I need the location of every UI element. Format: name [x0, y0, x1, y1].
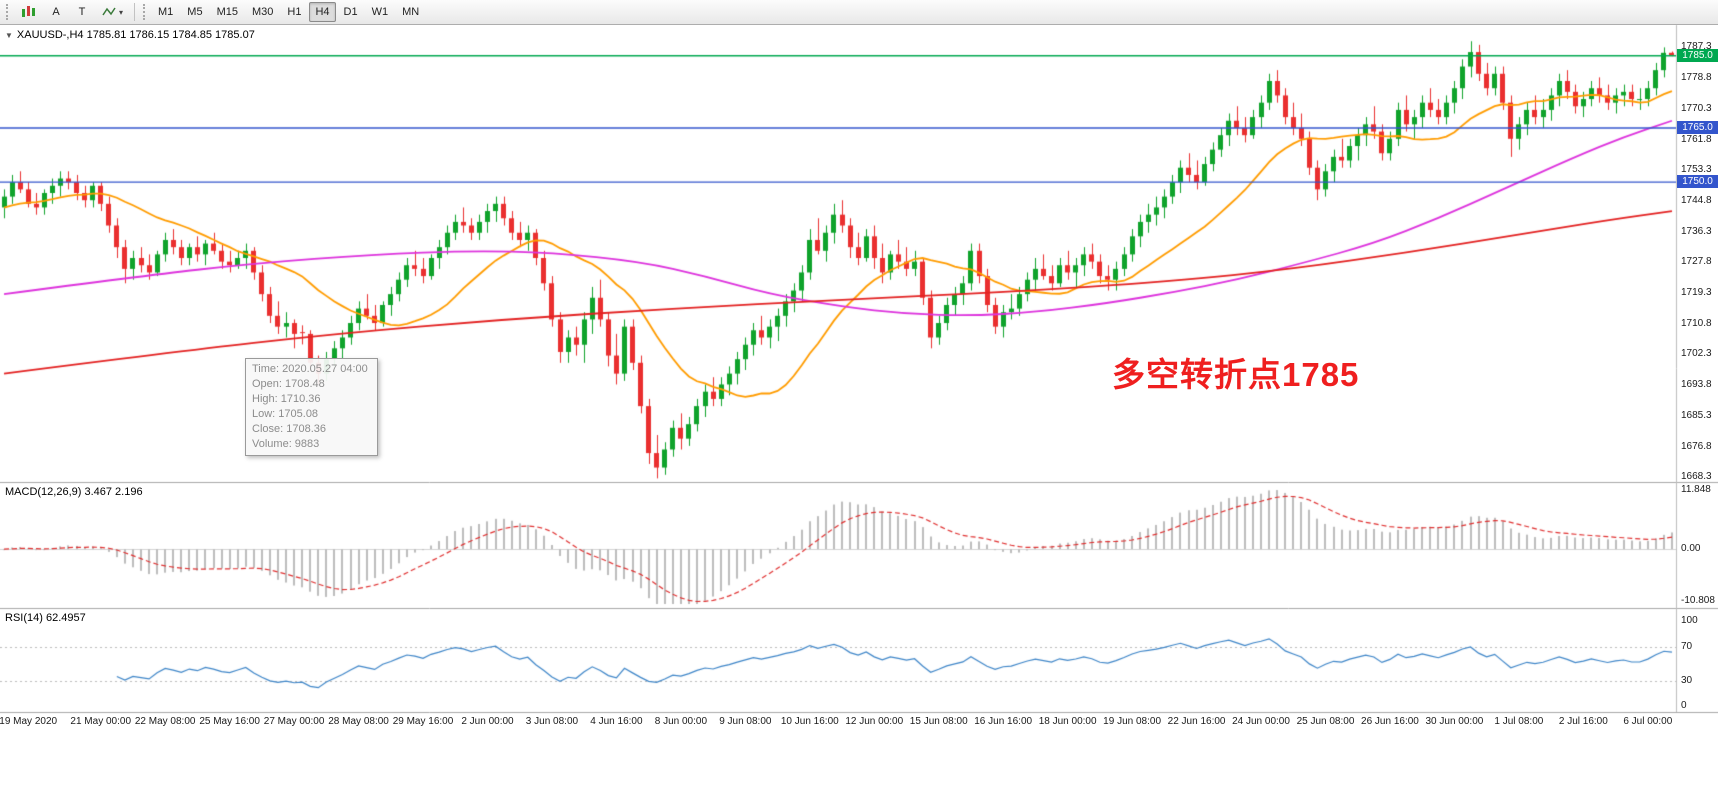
scale-tick-label: 1693.8	[1681, 379, 1712, 391]
timeframe-m5-button[interactable]: M5	[181, 2, 208, 22]
time-axis-label: 1 Jul 08:00	[1494, 716, 1544, 727]
scale-tick-label: 1787.3	[1681, 41, 1712, 53]
tooltip-time: Time: 2020.05.27 04:00	[252, 363, 368, 375]
time-axis-label: 26 Jun 16:00	[1361, 716, 1419, 727]
timeframe-m15-button[interactable]: M15	[211, 2, 244, 22]
time-axis-label: 30 Jun 00:00	[1425, 716, 1484, 727]
scale-tick-label: 1736.3	[1681, 225, 1712, 237]
timeframe-group: M1 M5 M15 M30 H1 H4 D1 W1 MN	[151, 2, 426, 22]
time-axis-label: 21 May 00:00	[70, 716, 132, 727]
time-axis-label: 29 May 16:00	[392, 716, 454, 727]
time-axis-label: 9 Jun 08:00	[719, 716, 772, 727]
price-level-badge: 1765.0	[1677, 120, 1718, 134]
time-axis-label: 19 May 2020	[0, 716, 58, 727]
timeframe-toolbar-grip[interactable]	[143, 4, 147, 20]
tooltip-close: Close: 1708.36	[252, 423, 326, 435]
time-axis-label: 12 Jun 00:00	[845, 716, 904, 727]
time-axis-label: 22 Jun 16:00	[1167, 716, 1226, 727]
time-axis-label: 19 Jun 08:00	[1103, 716, 1161, 727]
scale-tick-label: 1761.8	[1681, 133, 1712, 145]
scale-tick-label: 1744.8	[1681, 194, 1712, 206]
scale-tick-label: 1668.3	[1681, 471, 1712, 483]
scale-tick-label: 0.00	[1681, 543, 1701, 555]
time-axis-label: 16 Jun 16:00	[974, 716, 1033, 727]
scale-tick-label: 11.848	[1681, 484, 1711, 495]
chart-title: ▼ XAUUSD-,H4 1785.81 1786.15 1784.85 1785…	[5, 29, 255, 41]
timeframe-mn-button[interactable]: MN	[396, 2, 425, 22]
time-axis-label: 4 Jun 16:00	[590, 716, 643, 727]
scale-tick-label: 1753.3	[1681, 164, 1712, 176]
scale-tick-label: 1778.8	[1681, 72, 1712, 84]
time-axis-label: 28 May 08:00	[328, 716, 389, 727]
time-axis-label: 27 May 00:00	[263, 716, 325, 727]
macd-label: MACD(12,26,9) 3.467 2.196	[5, 486, 143, 498]
scale-tick-label: 1676.8	[1681, 440, 1712, 452]
toolbar-separator	[134, 3, 136, 21]
time-axis-label: 8 Jun 00:00	[654, 716, 707, 727]
candle-tooltip: Time: 2020.05.27 04:00 Open: 1708.48 Hig…	[245, 358, 378, 456]
timeframe-d1-button[interactable]: D1	[338, 2, 364, 22]
tooltip-volume: Volume: 9883	[252, 438, 320, 450]
timeframe-m1-button[interactable]: M1	[152, 2, 179, 22]
timeframe-h1-button[interactable]: H1	[281, 2, 307, 22]
scale-tick-label: 1727.8	[1681, 256, 1712, 268]
time-axis-label: 25 Jun 08:00	[1296, 716, 1355, 727]
chart-annotation: 多空转折点1785	[1112, 356, 1360, 393]
objects-dropdown-button[interactable]: ▾	[96, 2, 129, 22]
scale-tick-label: 1770.3	[1681, 102, 1712, 114]
chart-title-text: XAUUSD-,H4 1785.81 1786.15 1784.85 1785.…	[16, 29, 255, 41]
scale-tick-label: 30	[1681, 674, 1693, 686]
scale-tick-label: 1702.3	[1681, 348, 1712, 360]
time-axis-label: 25 May 16:00	[199, 716, 260, 727]
toolbar: A T ▾ M1 M5 M15 M30 H1 H4 D1 W1 MN	[0, 0, 1718, 25]
time-axis-label: 22 May 08:00	[134, 716, 196, 727]
time-axis-label: 2 Jun 00:00	[461, 716, 514, 727]
time-axis-label: 18 Jun 00:00	[1038, 716, 1097, 727]
scale-tick-label: -10.808	[1681, 595, 1715, 606]
tooltip-low: Low: 1705.08	[252, 408, 319, 420]
symbol-dropdown-icon[interactable]: ▼	[5, 31, 13, 40]
time-axis-label: 15 Jun 08:00	[909, 716, 968, 727]
price-level-badge: 1750.0	[1677, 175, 1718, 189]
scale-tick-label: 1710.8	[1681, 317, 1712, 329]
tooltip-high: High: 1710.36	[252, 393, 321, 405]
rsi-label: RSI(14) 62.4957	[5, 612, 86, 624]
time-axis-label: 6 Jul 00:00	[1623, 716, 1673, 727]
scale-tick-label: 70	[1681, 640, 1693, 652]
candlestick-chart-icon	[21, 5, 36, 19]
tool-a-button[interactable]: A	[44, 2, 68, 22]
time-axis-label: 10 Jun 16:00	[780, 716, 839, 727]
tooltip-open: Open: 1708.48	[252, 378, 325, 390]
time-axis-label: 2 Jul 16:00	[1558, 716, 1608, 727]
timeframe-m30-button[interactable]: M30	[246, 2, 279, 22]
scale-tick-label: 0	[1681, 700, 1687, 711]
time-axis-label: 3 Jun 08:00	[525, 716, 579, 727]
chart-type-button[interactable]	[15, 2, 42, 22]
scale-tick-label: 100	[1681, 615, 1698, 626]
scale-tick-label: 1685.3	[1681, 409, 1712, 421]
toolbar-grip[interactable]	[6, 4, 10, 20]
tool-t-button[interactable]: T	[70, 2, 94, 22]
zigzag-icon	[102, 7, 116, 16]
timeframe-w1-button[interactable]: W1	[366, 2, 395, 22]
scale-tick-label: 1719.3	[1681, 287, 1712, 299]
price-level-badge: 1785.0	[1677, 48, 1718, 62]
chevron-down-icon: ▾	[119, 7, 124, 17]
time-axis-label: 24 Jun 00:00	[1232, 716, 1290, 727]
timeframe-h4-button[interactable]: H4	[309, 2, 336, 22]
